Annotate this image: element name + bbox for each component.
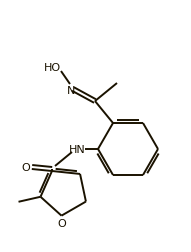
Text: O: O	[22, 162, 30, 172]
Text: N: N	[67, 86, 75, 96]
Text: HN: HN	[69, 144, 85, 154]
Text: O: O	[57, 218, 66, 228]
Text: HO: HO	[43, 63, 61, 73]
